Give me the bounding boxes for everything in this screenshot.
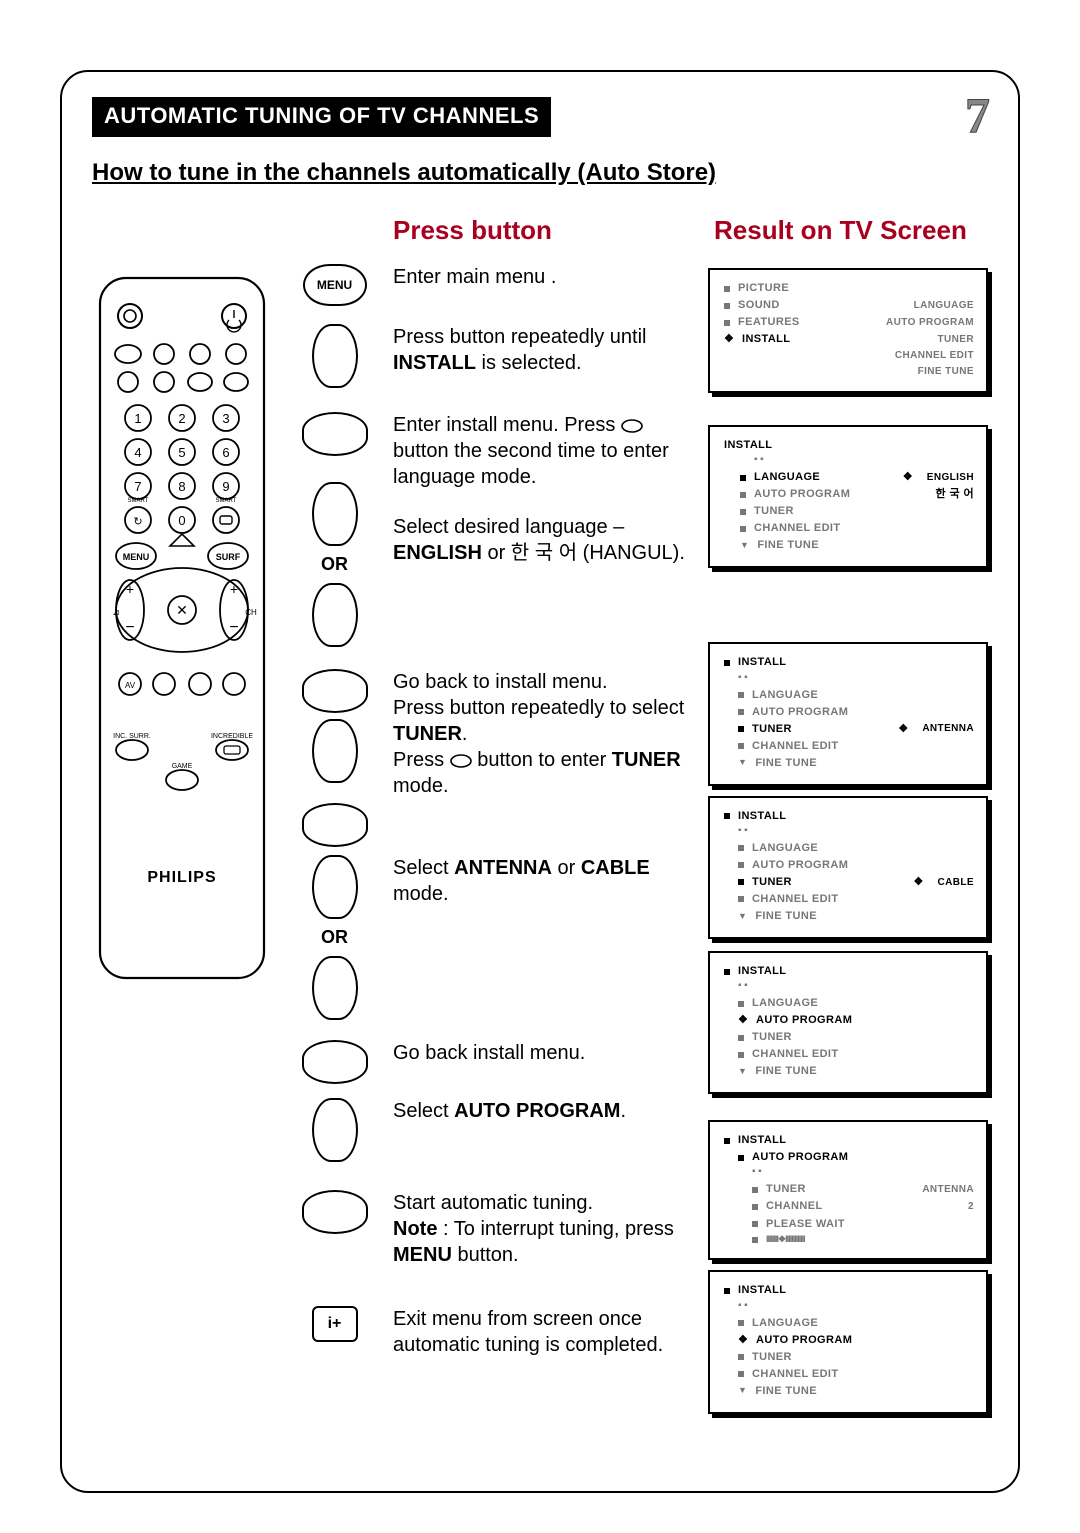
svg-text:3: 3 [222,411,229,426]
svg-text:8: 8 [178,479,185,494]
step-5-text: Go back to install menu. Press button re… [377,669,708,799]
step-1-text: Enter main menu . [377,264,708,290]
svg-text:2: 2 [178,411,185,426]
svg-text:7: 7 [134,479,141,494]
section-subtitle: How to tune in the channels automaticall… [92,159,988,187]
svg-text:SMART: SMART [128,498,149,504]
column-header-result: Result on TV Screen [714,215,967,245]
step-3-text: Enter install menu. Press button the sec… [393,412,696,490]
svg-text:−: − [125,619,134,636]
svg-text:SMART: SMART [216,498,237,504]
remote-control-illustration: 1 2 3 4 5 6 7 8 9 ↻ 0 SMART SMART [92,270,272,990]
svg-text:CH: CH [245,608,257,617]
step-7-text: Go back install menu. [377,1040,708,1066]
svg-text:INCREDIBLE: INCREDIBLE [211,733,253,740]
svg-text:9: 9 [222,479,229,494]
svg-text:6: 6 [222,445,229,460]
svg-text:AV: AV [125,681,136,690]
svg-text:INC. SURR.: INC. SURR. [113,733,151,740]
info-button-icon: i+ [312,1306,358,1342]
svg-text:SURF: SURF [216,552,241,562]
tv-screen-7: INSTALL ▪ ▪ LANGUAGE ❖AUTO PROGRAM TUNER… [708,1270,988,1413]
right-button-icon [302,803,368,847]
step-10-text: Exit menu from screen once automatic tun… [377,1306,708,1358]
step-6-text: Select ANTENNA or CABLE mode. [377,855,708,907]
svg-text:PHILIPS: PHILIPS [147,869,216,886]
left-button-icon [302,669,368,713]
down-button-icon [312,719,358,783]
step-4-text: Select desired language – ENGLISH or 한 국… [393,514,696,566]
tv-screen-1: PICTURE SOUNDLANGUAGE FEATURESAUTO PROGR… [708,268,988,393]
svg-text:↻: ↻ [133,516,142,528]
tv-screen-3: INSTALL ▪ ▪ LANGUAGE AUTO PROGRAM TUNER❖… [708,642,988,785]
tv-screen-5: INSTALL ▪ ▪ LANGUAGE ❖AUTO PROGRAM TUNER… [708,951,988,1094]
up-button-icon [312,583,358,647]
tv-screen-2: INSTALL ▪ ▪ LANGUAGE❖ENGLISH AUTO PROGRA… [708,425,988,568]
svg-text:✕: ✕ [176,602,188,618]
step-8-text: Select AUTO PROGRAM. [377,1098,708,1124]
svg-text:⊿: ⊿ [112,607,120,617]
svg-text:MENU: MENU [123,552,150,562]
section-header: AUTOMATIC TUNING OF TV CHANNELS [92,97,551,137]
or-label: OR [321,927,348,948]
tv-screen-6: INSTALL AUTO PROGRAM ▪ ▪ TUNERANTENNA CH… [708,1120,988,1260]
down-button-icon [312,855,358,919]
svg-text:+: + [126,581,134,597]
tv-screen-4: INSTALL ▪ ▪ LANGUAGE AUTO PROGRAM TUNER❖… [708,796,988,939]
step-9-text: Start automatic tuning. Note : To interr… [377,1190,708,1268]
menu-button-icon: MENU [303,264,367,306]
svg-text:+: + [230,581,238,597]
down-button-icon [312,482,358,546]
up-button-icon [312,956,358,1020]
page-number: 7 [965,86,990,144]
svg-text:GAME: GAME [172,763,193,770]
column-header-press: Press button [393,215,552,245]
svg-text:−: − [229,619,238,636]
up-button-icon [312,1098,358,1162]
svg-text:0: 0 [178,513,185,528]
or-label: OR [321,554,348,575]
svg-text:1: 1 [134,411,141,426]
svg-text:5: 5 [178,445,185,460]
left-button-icon [302,1040,368,1084]
step-2-text: Press button repeatedly until INSTALL is… [377,324,708,376]
right-button-icon [302,412,368,456]
svg-text:4: 4 [134,445,141,460]
right-button-icon [302,1190,368,1234]
down-button-icon [312,324,358,388]
